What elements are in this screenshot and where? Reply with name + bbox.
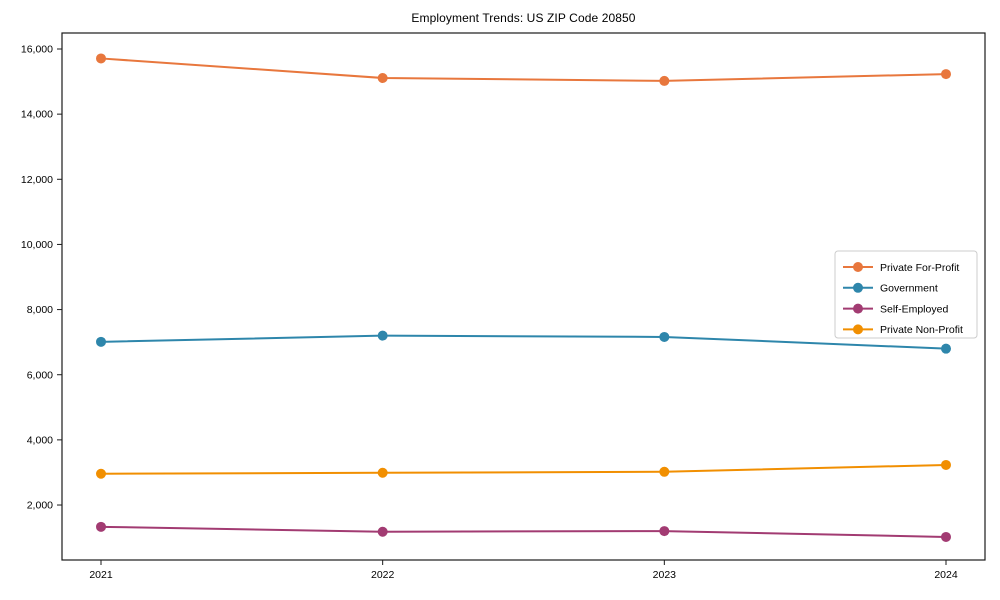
y-tick-label: 4,000 (27, 434, 53, 446)
legend-item: Self-Employed (843, 303, 948, 315)
legend-label: Government (880, 283, 938, 295)
legend-marker (853, 282, 863, 293)
data-point (659, 331, 670, 342)
series-line (100, 57, 947, 82)
data-point (96, 53, 106, 64)
data-point (377, 467, 388, 478)
x-tick-label: 2023 (653, 569, 677, 581)
data-point (941, 343, 951, 354)
data-point (377, 526, 388, 537)
x-tick-label: 2022 (371, 569, 395, 581)
y-tick-label: 14,000 (21, 109, 53, 121)
legend-label: Private Non-Profit (880, 324, 963, 336)
data-point (941, 459, 951, 470)
chart-title: Employment Trends: US ZIP Code 20850 (411, 11, 636, 25)
y-tick-label: 2,000 (27, 500, 53, 512)
data-point (96, 336, 106, 347)
legend-item: Private Non-Profit (843, 324, 963, 336)
x-axis: 2021 2022 2023 2024 (89, 560, 958, 581)
y-tick-label: 6,000 (27, 369, 53, 381)
x-tick-label: 2024 (934, 569, 958, 581)
series-private-non-profit (96, 459, 951, 479)
legend-marker (853, 262, 863, 272)
legend-item: Private For-Profit (843, 262, 959, 274)
y-tick-label: 12,000 (21, 174, 53, 186)
series-line (100, 463, 947, 475)
legend-item: Government (843, 283, 938, 295)
series-private-for-profit (96, 53, 951, 86)
legend-box (834, 250, 978, 339)
data-point (377, 72, 388, 83)
legend-marker (853, 324, 863, 335)
data-point (96, 468, 106, 479)
data-point (96, 521, 106, 532)
y-tick-label: 10,000 (21, 239, 53, 251)
legend-marker (853, 303, 863, 314)
data-point (659, 75, 670, 86)
legend-label: Self-Employed (880, 303, 948, 315)
series-government (96, 330, 951, 354)
plot-border (61, 32, 986, 561)
y-tick-label: 16,000 (21, 44, 53, 56)
data-point (659, 466, 670, 477)
series-line (100, 525, 947, 538)
data-point (941, 531, 951, 542)
series-self-employed (96, 521, 951, 542)
data-point (377, 330, 388, 341)
data-point (941, 69, 951, 80)
data-point (659, 526, 670, 537)
legend: Private For-Profit Government Self-Employe… (834, 250, 978, 339)
y-tick-label: 8,000 (27, 304, 53, 316)
series-line (100, 334, 947, 350)
y-axis: 2,000 4,000 6,000 8,000 10,000 12,000 14,000 16… (21, 44, 62, 512)
legend-label: Private For-Profit (880, 262, 959, 274)
x-tick-label: 2021 (89, 569, 113, 581)
